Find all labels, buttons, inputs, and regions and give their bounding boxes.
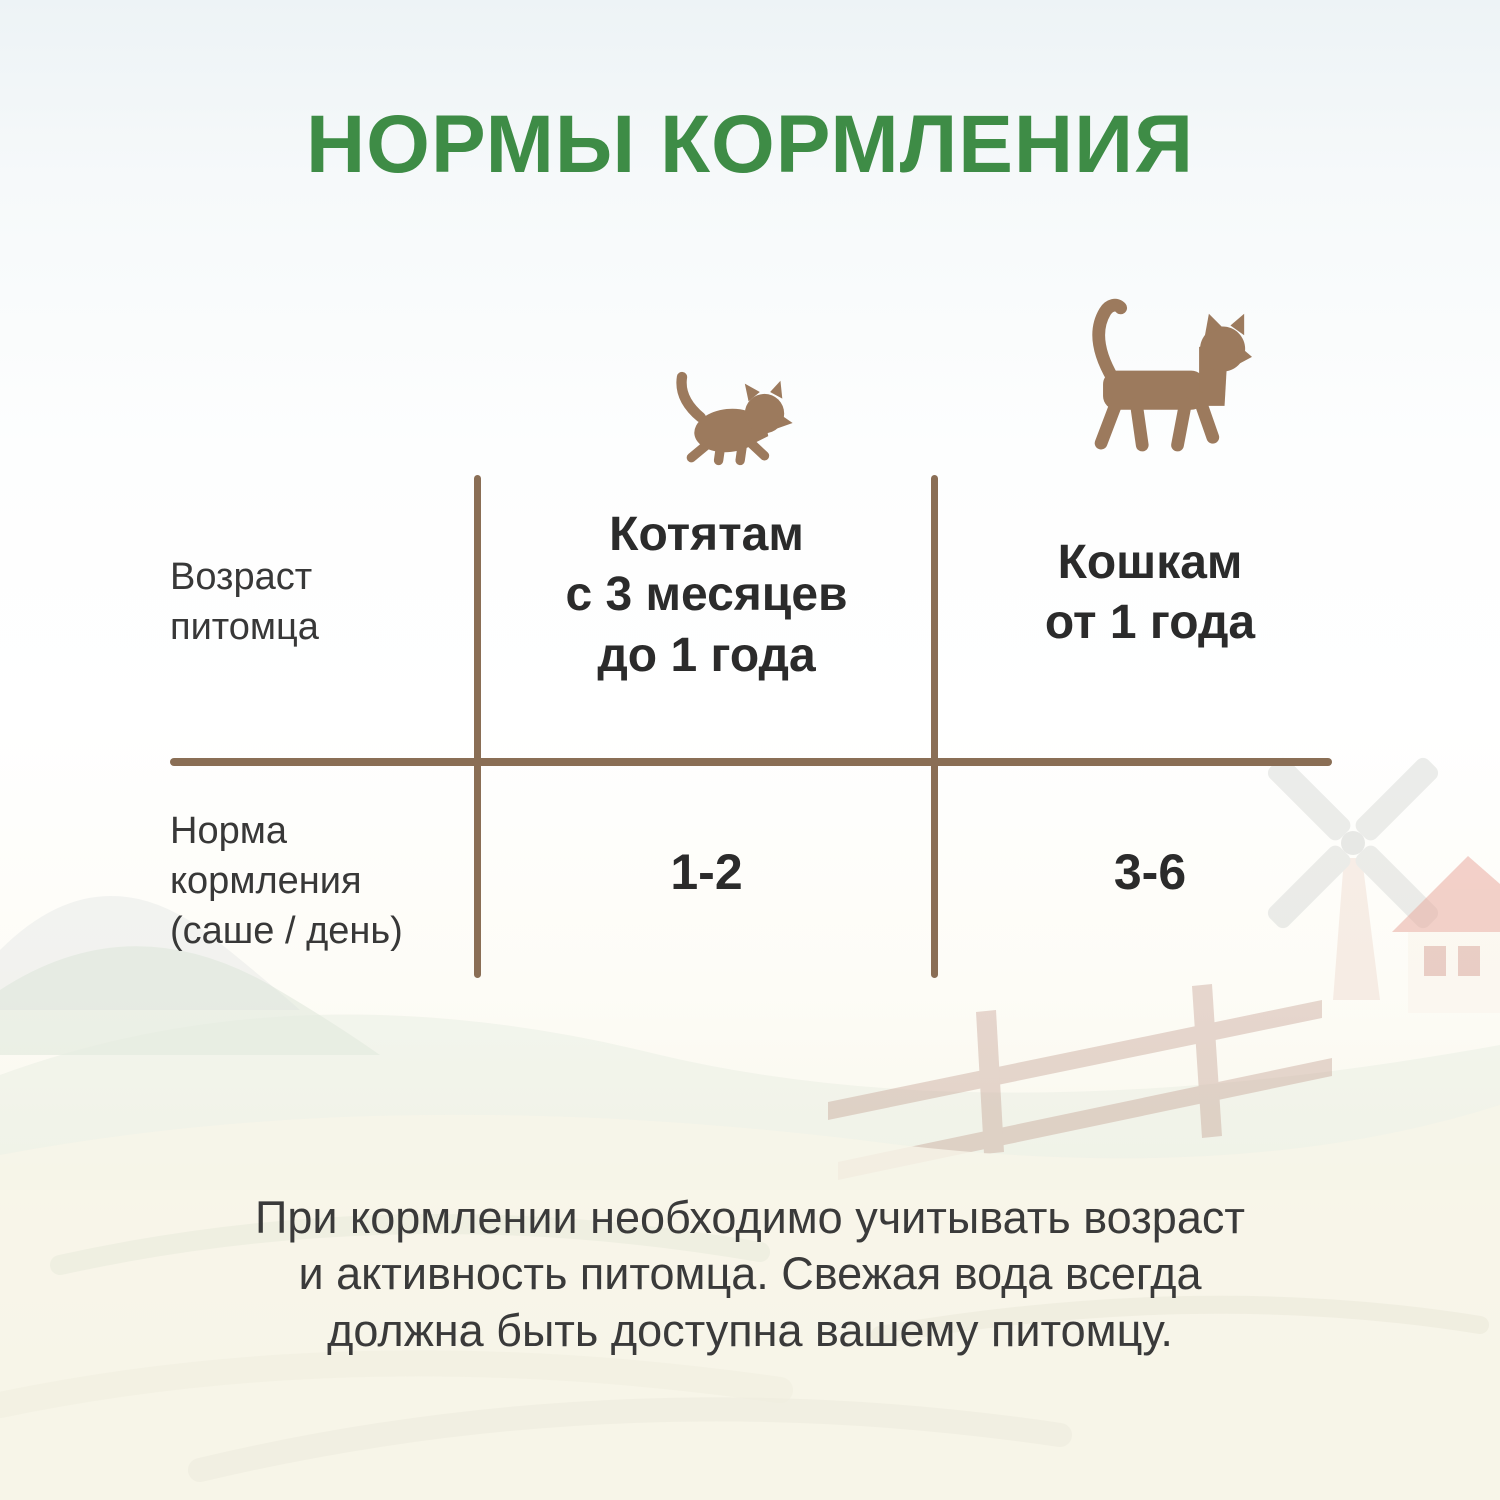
column-header-line: от 1 года <box>1044 596 1256 650</box>
adult-cat-silhouette-icon <box>1056 284 1252 464</box>
feeding-note: При кормлении необходимо учитывать возра… <box>0 1190 1500 1359</box>
row-label-feeding-rate: Норма кормления (саше / день) <box>170 806 403 956</box>
row-label-pet-age: Возраст питомца <box>170 552 319 652</box>
row-label-line: (саше / день) <box>170 910 403 953</box>
kitten-silhouette-icon <box>652 356 802 474</box>
table-divider-horizontal <box>170 758 1332 766</box>
kittens-feeding-value: 1-2 <box>670 844 743 900</box>
row-label-line: кормления <box>170 860 362 903</box>
feeding-note-line: При кормлении необходимо учитывать возра… <box>255 1192 1245 1243</box>
row-label-line: Норма <box>170 810 287 852</box>
column-header-adult-cats: Кошкам от 1 года <box>935 533 1365 654</box>
table-divider-vertical-2 <box>931 475 938 978</box>
column-header-line: Кошкам <box>1057 536 1243 589</box>
feeding-note-line: должна быть доступна вашему питомцу. <box>327 1304 1173 1356</box>
column-header-line: до 1 года <box>597 628 816 682</box>
column-header-kittens: Котятам с 3 месяцев до 1 года <box>478 505 935 686</box>
page-title: НОРМЫ КОРМЛЕНИЯ <box>305 99 1195 190</box>
table-divider-vertical-1 <box>474 475 481 978</box>
row-label-line: питомца <box>170 606 319 649</box>
row-label-line: Возраст <box>170 556 313 598</box>
feeding-note-line: и активность питомца. Свежая вода всегда <box>298 1248 1202 1300</box>
column-header-line: Котятам <box>609 508 804 561</box>
column-header-line: с 3 месяцев <box>565 568 848 622</box>
adult-cats-feeding-value: 3-6 <box>1113 844 1187 900</box>
